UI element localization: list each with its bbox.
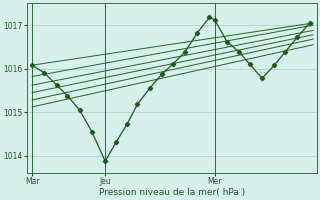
X-axis label: Pression niveau de la mer( hPa ): Pression niveau de la mer( hPa ) [99, 188, 245, 197]
